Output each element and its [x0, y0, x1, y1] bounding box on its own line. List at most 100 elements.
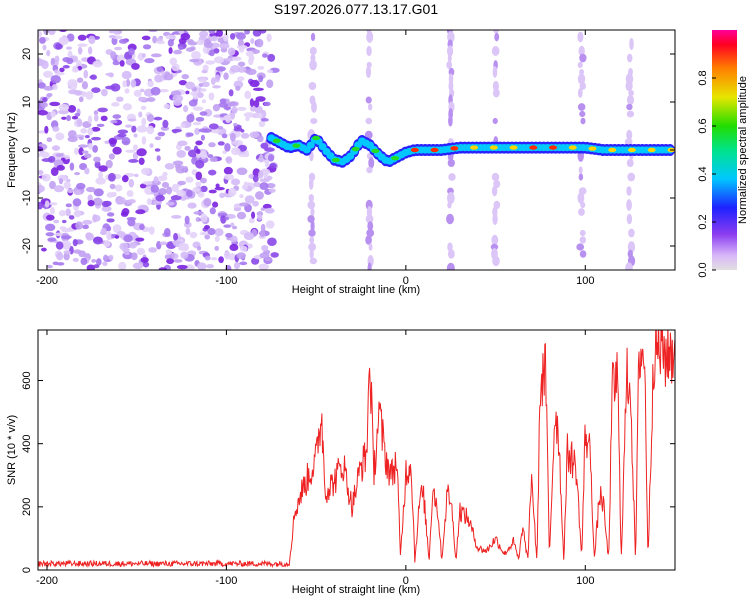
noise-speckle — [42, 96, 48, 103]
noise-speckle — [195, 116, 205, 122]
noise-speckle — [244, 90, 252, 100]
noise-speckle — [199, 88, 207, 92]
noise-speckle — [55, 43, 63, 50]
noise-speckle — [49, 180, 56, 190]
noise-speckle — [173, 259, 183, 263]
noise-speckle — [58, 36, 69, 46]
spectrogram-y-axis-label: Frequency (Hz) — [6, 112, 18, 188]
noise-speckle — [232, 139, 243, 146]
noise-speckle — [101, 205, 112, 212]
noise-speckle — [233, 122, 238, 127]
noise-speckle — [236, 32, 246, 41]
noise-speckle — [140, 257, 149, 263]
snr-x-axis-label: Height of straight line (km) — [292, 584, 420, 596]
noise-speckle — [46, 92, 53, 98]
noise-speckle — [69, 162, 75, 171]
streak-blob — [625, 80, 633, 92]
streak-blob — [447, 158, 455, 168]
noise-speckle — [136, 125, 148, 133]
noise-speckle — [144, 58, 155, 64]
noise-speckle — [133, 133, 138, 138]
noise-speckle — [92, 60, 103, 68]
noise-speckle — [208, 92, 215, 101]
noise-speckle — [265, 161, 270, 168]
x-tick-label: 100 — [576, 275, 594, 287]
noise-speckle — [267, 53, 276, 62]
noise-speckle — [68, 215, 75, 220]
noise-speckle — [255, 96, 266, 102]
noise-speckle — [131, 62, 140, 70]
noise-speckle — [139, 223, 145, 231]
noise-speckle — [80, 128, 88, 134]
colorbar-label: Normalized spectral amplitude — [737, 76, 749, 224]
noise-speckle — [233, 80, 244, 89]
noise-speckle — [173, 49, 183, 55]
noise-speckle — [67, 188, 74, 194]
noise-speckle — [156, 155, 161, 162]
noise-speckle — [237, 39, 244, 47]
noise-speckle — [178, 45, 184, 51]
noise-speckle — [98, 171, 103, 180]
noise-speckle — [87, 46, 93, 55]
noise-speckle — [49, 101, 61, 107]
noise-speckle — [41, 158, 53, 162]
noise-speckle — [231, 225, 238, 230]
noise-speckle — [154, 136, 162, 141]
streak-blob — [493, 30, 499, 34]
noise-speckle — [263, 101, 271, 107]
y-tick-label: 600 — [21, 371, 33, 389]
noise-speckle — [171, 214, 182, 219]
noise-speckle — [114, 235, 120, 239]
noise-speckle — [68, 89, 79, 95]
noise-speckle — [260, 207, 266, 211]
y-tick-label: 0 — [21, 147, 33, 153]
noise-speckle — [39, 37, 46, 44]
track-peak — [450, 146, 459, 151]
noise-speckle — [184, 264, 195, 270]
streak-blob — [626, 129, 633, 141]
streak-blob — [447, 201, 452, 209]
noise-speckle — [243, 232, 255, 241]
noise-speckle — [131, 125, 137, 133]
streak-blob — [492, 80, 499, 92]
streak-blob — [447, 249, 455, 259]
noise-speckle — [239, 194, 244, 199]
noise-speckle — [194, 127, 200, 135]
noise-speckle — [105, 72, 114, 76]
noise-speckle — [126, 190, 134, 197]
streak-blob — [446, 213, 454, 225]
streak-blob — [626, 158, 634, 168]
noise-speckle — [196, 39, 205, 46]
noise-speckle — [263, 170, 269, 179]
noise-speckle — [46, 49, 51, 57]
track-peak — [548, 145, 557, 150]
noise-speckle — [198, 77, 207, 83]
noise-speckle — [245, 50, 254, 57]
noise-speckle — [243, 112, 255, 118]
noise-speckle — [128, 48, 135, 56]
noise-speckle — [269, 163, 277, 169]
noise-speckle — [125, 124, 133, 128]
noise-speckle — [85, 91, 94, 100]
track-core — [306, 141, 315, 149]
noise-speckle — [212, 85, 221, 89]
noise-speckle — [262, 53, 268, 58]
noise-speckle — [258, 263, 270, 270]
noise-speckle — [166, 258, 175, 265]
streak-blob — [492, 66, 498, 78]
noise-speckle — [195, 140, 203, 146]
noise-speckle — [112, 60, 120, 66]
noise-speckle — [228, 89, 234, 97]
noise-speckle — [43, 70, 53, 78]
noise-speckle — [210, 77, 216, 85]
noise-speckle — [67, 136, 78, 143]
streak-blob — [578, 173, 584, 181]
streak-blob — [576, 243, 585, 251]
noise-speckle — [45, 223, 56, 232]
noise-speckle — [156, 66, 164, 72]
spectrogram-x-ticks: -200 -100 0 100 — [36, 30, 594, 287]
noise-speckle — [62, 242, 71, 250]
noise-speckle — [164, 163, 175, 170]
noise-speckle — [82, 224, 89, 230]
noise-speckle — [130, 252, 138, 261]
